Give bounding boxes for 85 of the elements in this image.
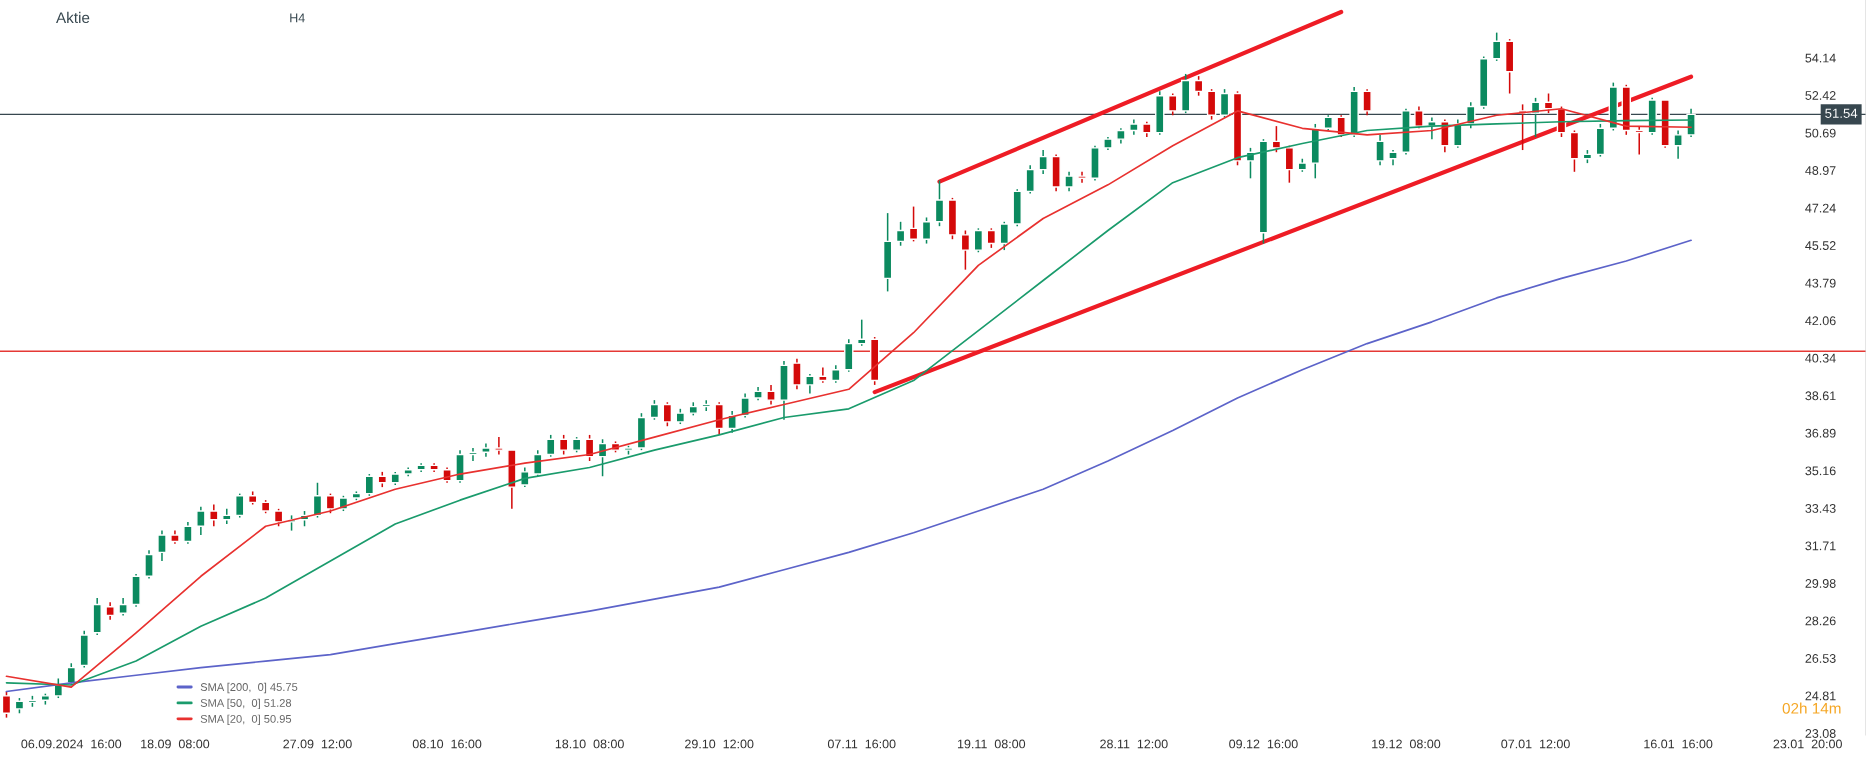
x-tick-label: 06.09.2024 16:00 xyxy=(21,739,122,749)
candlestick xyxy=(1038,149,1048,175)
candlestick xyxy=(766,384,776,406)
candlestick xyxy=(558,434,569,456)
y-tick-label: 31.71 xyxy=(1805,541,1836,551)
x-tick-label: 28.11 12:00 xyxy=(1100,739,1168,749)
candlestick xyxy=(714,401,724,436)
x-tick-label: 16.01 16:00 xyxy=(1644,739,1713,749)
y-tick-label: 40.34 xyxy=(1805,353,1836,363)
y-tick-label: 35.16 xyxy=(1805,466,1836,476)
candlestick xyxy=(235,492,245,519)
annotation: H4 xyxy=(290,13,305,23)
candlestick xyxy=(1219,88,1230,119)
y-tick-label: 26.53 xyxy=(1805,654,1836,663)
y-tick-label: 50.69 xyxy=(1805,128,1836,138)
x-tick-label: 08.10 16:00 xyxy=(412,739,482,749)
candlestick xyxy=(973,227,984,254)
annotation: 02h 14m xyxy=(1782,702,1841,714)
x-tick-label: 29.10 12:00 xyxy=(685,739,754,749)
y-tick-label: 29.98 xyxy=(1805,579,1836,588)
candlestick xyxy=(144,549,154,580)
x-tick-label: 19.11 08:00 xyxy=(957,739,1026,749)
candlestick xyxy=(649,399,660,421)
candlestick xyxy=(921,216,932,245)
legend-label: SMA [20, 0] 50.95 xyxy=(200,714,292,726)
line-series xyxy=(5,239,1692,693)
y-tick-label: 42.06 xyxy=(1805,316,1836,326)
candlestick xyxy=(494,436,504,456)
candlestick xyxy=(546,434,556,458)
candlestick xyxy=(792,358,802,391)
y-tick-label: 54.14 xyxy=(1805,53,1836,63)
y-tick-label: 23.08 xyxy=(1805,729,1836,738)
y-tick-label: 36.89 xyxy=(1805,428,1836,438)
candlestick xyxy=(468,447,478,462)
candlestick xyxy=(986,227,997,249)
candlestick xyxy=(908,205,919,243)
candlestick xyxy=(1206,88,1217,121)
candlestick xyxy=(209,503,219,528)
candlestick xyxy=(999,221,1009,251)
candlestick xyxy=(1362,88,1372,117)
legend-label: SMA [50, 0] 51.28 xyxy=(200,698,292,710)
candlestick xyxy=(157,529,167,562)
candlestick xyxy=(1686,107,1696,138)
candlestick xyxy=(1491,31,1502,62)
candlestick xyxy=(1193,75,1204,97)
candlestick xyxy=(364,473,375,497)
y-tick-label: 45.52 xyxy=(1805,241,1836,250)
candlestick xyxy=(1284,144,1295,184)
candlestick xyxy=(1,690,12,719)
candlestick xyxy=(183,521,193,545)
y-tick-label: 43.79 xyxy=(1805,278,1836,288)
y-tick-label: 33.43 xyxy=(1805,504,1836,513)
y-tick-label: 28.26 xyxy=(1805,616,1836,626)
candlestick xyxy=(662,401,673,427)
candlestick xyxy=(727,410,737,434)
y-tick-label: 48.97 xyxy=(1805,166,1836,175)
candlestick xyxy=(960,229,971,271)
x-tick-label: 09.12 16:00 xyxy=(1229,739,1298,749)
candlestick xyxy=(1168,92,1178,117)
x-tick-label: 18.09 08:00 xyxy=(141,739,210,749)
y-tick-label: 52.42 xyxy=(1805,91,1836,100)
y-tick-label: 24.81 xyxy=(1805,691,1836,701)
y-tick-label: 38.61 xyxy=(1805,391,1836,401)
candlestick xyxy=(740,392,750,419)
candlestick xyxy=(934,179,945,227)
candlestick xyxy=(325,492,336,514)
candlestick xyxy=(1453,118,1463,149)
ref-line-label: 51.54 xyxy=(1825,108,1858,118)
x-tick-label: 27.09 12:00 xyxy=(283,739,352,749)
x-tick-label: 23.01 20:00 xyxy=(1773,739,1842,749)
candlestick xyxy=(1673,129,1683,160)
candlestick xyxy=(895,221,906,247)
legend-label: SMA [200, 0] 45.75 xyxy=(200,682,298,694)
candlestick xyxy=(1271,125,1282,153)
candlestick xyxy=(1375,134,1385,167)
x-tick-label: 07.01 12:00 xyxy=(1501,739,1570,749)
candlestick xyxy=(1025,164,1035,195)
candlestick xyxy=(1064,171,1074,193)
annotation: Aktie xyxy=(56,11,90,24)
x-tick-label: 19.12 08:00 xyxy=(1372,739,1441,749)
y-tick-label: 47.24 xyxy=(1805,203,1836,213)
x-tick-label: 07.11 16:00 xyxy=(827,739,896,749)
candlestick xyxy=(805,373,815,395)
candlestick xyxy=(196,505,206,536)
x-tick-label: 18.10 08:00 xyxy=(555,739,624,749)
